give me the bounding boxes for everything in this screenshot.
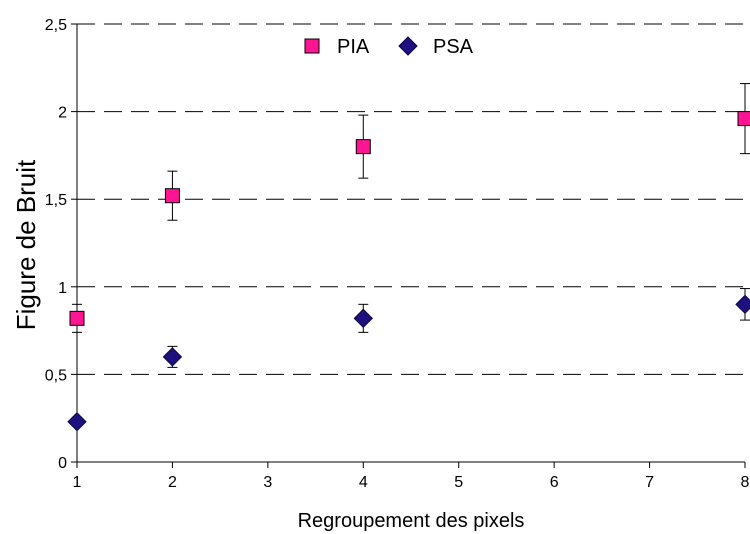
legend-marker-pia xyxy=(304,38,320,54)
legend-label-pia: PIA xyxy=(337,36,370,58)
x-tick-label: 6 xyxy=(550,474,559,491)
y-tick-label: 0,5 xyxy=(45,367,67,384)
y-axis-label: Figure de Bruit xyxy=(11,159,41,330)
x-tick-label: 1 xyxy=(73,474,82,491)
grid xyxy=(77,23,745,375)
axes xyxy=(76,24,745,463)
x-tick-label: 3 xyxy=(263,474,272,491)
series xyxy=(67,83,750,432)
legend-item-pia: PIA xyxy=(304,36,370,58)
x-tick-label: 8 xyxy=(741,474,750,491)
data-point-psa xyxy=(353,308,373,329)
legend-label-psa: PSA xyxy=(433,36,474,58)
x-axis-ticks: 1 2 3 4 5 6 7 8 xyxy=(73,462,750,491)
data-point-pia xyxy=(355,139,371,155)
y-tick-label: 2,5 xyxy=(45,17,67,34)
data-point-psa xyxy=(162,347,183,367)
data-point-psa xyxy=(735,294,750,315)
series-pia xyxy=(69,83,750,333)
legend: PIA PSA xyxy=(304,36,474,58)
legend-item-psa: PSA xyxy=(398,36,474,58)
y-axis-ticks: 0 0,5 1 1,5 2 2,5 xyxy=(45,17,77,472)
x-tick-label: 4 xyxy=(359,474,368,491)
y-tick-label: 2 xyxy=(58,105,67,122)
legend-marker-psa xyxy=(398,36,418,56)
y-tick-label: 0 xyxy=(58,455,67,472)
data-point-psa xyxy=(67,411,87,432)
x-tick-label: 2 xyxy=(168,474,177,491)
y-tick-label: 1 xyxy=(58,280,67,297)
series-psa xyxy=(67,288,750,432)
data-point-pia xyxy=(737,111,750,127)
x-tick-label: 7 xyxy=(645,474,654,491)
data-point-pia xyxy=(69,310,85,326)
y-tick-label: 1,5 xyxy=(45,192,67,209)
data-point-pia xyxy=(164,188,180,204)
x-axis-label: Regroupement des pixels xyxy=(298,510,525,532)
x-tick-label: 5 xyxy=(454,474,463,491)
